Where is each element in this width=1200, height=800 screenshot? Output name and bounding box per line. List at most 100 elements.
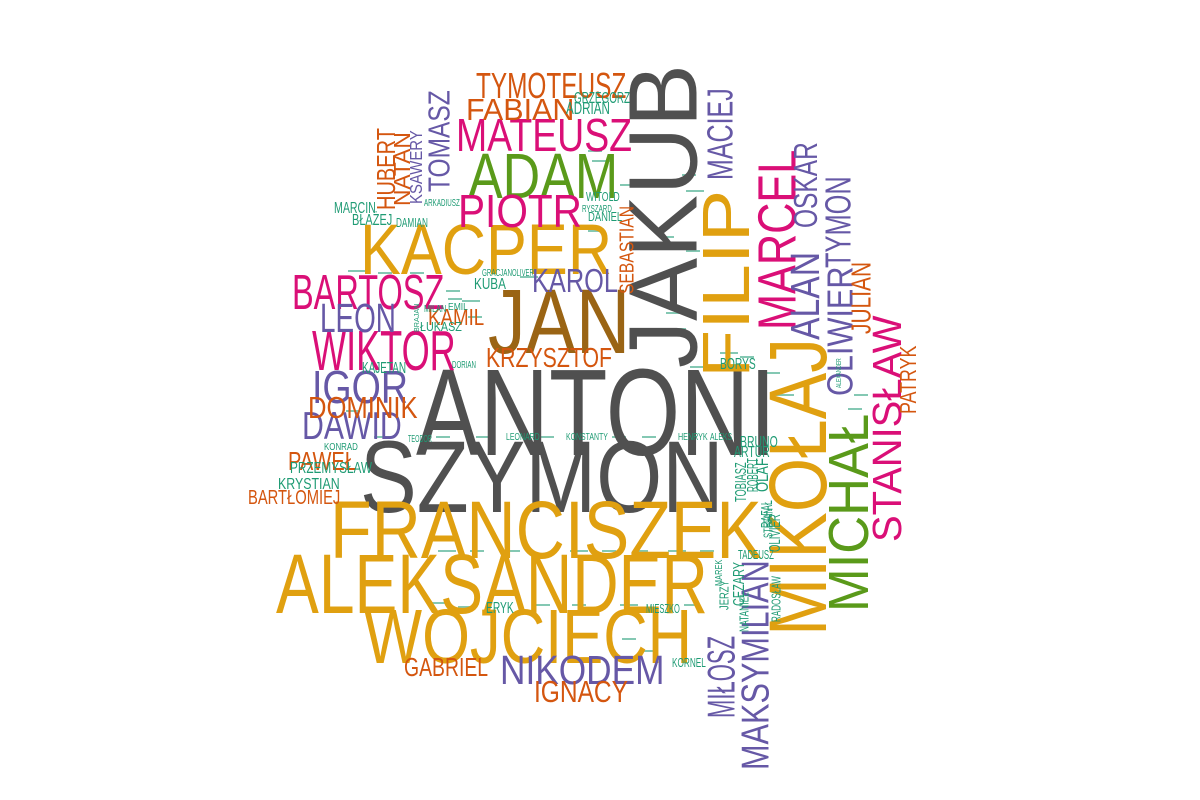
- word-bartosz: BARTOSZ: [292, 266, 445, 321]
- word-nataniel: NATANIEL: [736, 592, 752, 632]
- filler-mark: [620, 184, 634, 186]
- word-karol: KAROL: [532, 262, 618, 300]
- filler-mark: [668, 550, 686, 552]
- filler-mark: [410, 272, 424, 274]
- word-fabian: FABIAN: [466, 92, 575, 128]
- filler-mark: [432, 602, 446, 604]
- filler-mark: [700, 550, 714, 552]
- filler-mark: [570, 550, 588, 552]
- word-leon: LEON: [320, 295, 396, 342]
- word-igor: IGOR: [312, 360, 408, 413]
- filler-mark: [612, 436, 626, 438]
- word-aleksander: ALEKSANDER: [276, 536, 708, 632]
- word-julian: JULIAN: [844, 261, 877, 334]
- filler-mark: [682, 174, 696, 176]
- word-borys: BORYS: [720, 355, 756, 373]
- word-krystian: KRYSTIAN: [278, 475, 340, 493]
- word-przemyslaw: PRZEMYSŁAW: [290, 459, 373, 477]
- filler-mark: [660, 236, 674, 238]
- word-eryk: ERYK: [486, 599, 514, 617]
- word-maciej: MACIEJ: [700, 88, 741, 180]
- filler-mark: [634, 550, 648, 552]
- filler-mark: [378, 272, 392, 274]
- word-dorian: DORIAN: [452, 360, 476, 372]
- word-piotr: PIOTR: [458, 184, 582, 237]
- filler-mark: [572, 604, 586, 606]
- word-bruno: BRUNO: [740, 433, 778, 451]
- word-daniel: DANIEL: [588, 208, 623, 224]
- word-szymon: SZYMON: [360, 419, 724, 535]
- filler-mark: [640, 650, 658, 652]
- word-ksawery: KSAWERY: [405, 130, 426, 204]
- word-gracjan: GRACJAN: [482, 268, 512, 280]
- word-franciszek: FRANCISZEK: [330, 485, 762, 577]
- filler-mark: [520, 276, 538, 278]
- filler-mark: [642, 436, 656, 438]
- word-dominik: DOMINIK: [308, 390, 418, 426]
- filler-mark: [374, 436, 392, 438]
- word-kacper: KACPER: [360, 210, 613, 291]
- word-grzegorz: GRZEGORZ: [574, 89, 631, 107]
- word-radoslaw: RADOSŁAW: [768, 576, 784, 622]
- filler-mark: [468, 316, 482, 318]
- filler-mark: [448, 298, 462, 300]
- filler-mark: [672, 328, 686, 330]
- filler-mark: [622, 638, 636, 640]
- filler-mark: [686, 250, 700, 252]
- filler-mark: [536, 436, 554, 438]
- word-gabriel: GABRIEL: [404, 653, 489, 682]
- word-kuba: KUBA: [474, 275, 506, 293]
- word-marcin: MARCIN: [334, 199, 376, 217]
- filler-mark: [438, 550, 456, 552]
- word-patryk: PATRYK: [895, 345, 922, 414]
- word-adam: ADAM: [468, 140, 619, 212]
- word-wojciech: WOJCIECH: [364, 593, 693, 680]
- word-marek: MAREK: [713, 559, 725, 586]
- filler-mark: [684, 604, 698, 606]
- filler-mark: [620, 604, 638, 606]
- word-leonard: LEONARD: [506, 432, 540, 444]
- filler-mark: [666, 312, 684, 314]
- word-konrad: KONRAD: [324, 442, 358, 454]
- word-milan: MILAN: [424, 304, 447, 316]
- filler-mark: [854, 394, 868, 396]
- word-lukasz: ŁUKASZ: [420, 318, 462, 334]
- word-krzysztof: KRZYSZTOF: [486, 341, 612, 374]
- word-teodor: TEODOR: [408, 434, 432, 446]
- filler-mark: [602, 550, 616, 552]
- word-robert: ROBERT: [745, 458, 763, 492]
- word-witold: WITOLD: [586, 188, 620, 204]
- word-kornel: KORNEL: [672, 654, 706, 670]
- filler-mark: [506, 550, 520, 552]
- filler-mark: [462, 300, 480, 302]
- word-oskar: OSKAR: [788, 142, 826, 228]
- word-nikodem: NIKODEM: [500, 647, 665, 694]
- word-brajan: BRAJAN: [412, 303, 422, 332]
- word-aleks: ALEKS: [710, 432, 733, 444]
- word-pawel: PAWEŁ: [288, 447, 356, 476]
- word-tomasz: TOMASZ: [421, 90, 457, 192]
- filler-mark: [720, 352, 738, 354]
- word-damian: DAMIAN: [396, 214, 428, 230]
- filler-mark: [766, 372, 780, 374]
- word-oliver: OLIVER: [512, 268, 534, 280]
- filler-mark: [588, 150, 602, 152]
- filler-mark: [476, 436, 490, 438]
- word-alexander: ALEXANDER: [834, 358, 844, 388]
- filler-mark: [536, 604, 550, 606]
- filler-mark: [776, 394, 794, 396]
- word-mieszko: MIESZKO: [646, 600, 680, 616]
- filler-mark: [592, 160, 610, 162]
- word-antoni: ANTONI: [416, 345, 776, 483]
- filler-mark: [588, 230, 602, 232]
- filler-mark: [470, 550, 484, 552]
- word-artur: ARTUR: [734, 443, 770, 461]
- word-kajetan: KAJETAN: [362, 359, 407, 377]
- filler-mark: [436, 436, 450, 438]
- word-ignacy: IGNACY: [534, 674, 628, 710]
- filler-mark: [740, 356, 754, 358]
- word-milosz: MIŁOSZ: [700, 635, 744, 718]
- filler-mark: [690, 366, 704, 368]
